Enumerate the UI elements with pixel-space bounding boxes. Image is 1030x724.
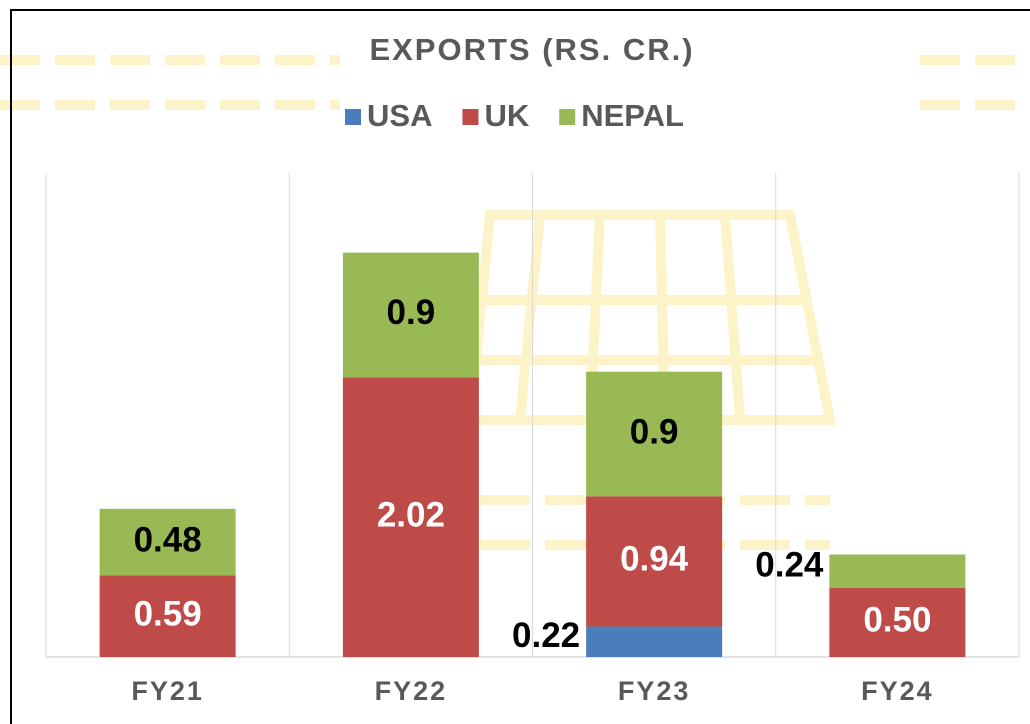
legend-swatch — [559, 109, 576, 125]
legend-swatch — [345, 109, 361, 125]
bar-segment — [829, 554, 966, 588]
legend-label: UK — [484, 98, 529, 133]
data-label: 0.48 — [134, 520, 202, 559]
data-label: 0.94 — [620, 540, 689, 579]
legend-label: NEPAL — [581, 98, 684, 133]
x-tick-label: FY24 — [861, 676, 934, 706]
bar-segment — [99, 575, 236, 657]
x-tick-label: FY21 — [131, 676, 204, 706]
bar-segment — [586, 496, 723, 627]
chart-title: EXPORTS (RS. CR.) — [369, 32, 694, 67]
bar-segment — [829, 587, 966, 657]
data-label: 0.59 — [134, 594, 202, 633]
legend-swatch — [462, 109, 479, 125]
bar-segment — [99, 508, 236, 576]
data-label: 0.22 — [512, 616, 580, 655]
bar-segment — [342, 377, 479, 657]
bar-segment — [586, 371, 723, 497]
data-label: 0.9 — [387, 293, 436, 332]
data-label: 0.50 — [863, 601, 931, 640]
data-label: 0.9 — [630, 412, 679, 451]
x-tick-label: FY22 — [375, 676, 448, 706]
bar-segment — [342, 252, 479, 378]
x-tick-label: FY23 — [618, 676, 691, 706]
bar-segment — [586, 626, 723, 657]
data-label: 0.24 — [755, 545, 824, 584]
data-label: 2.02 — [377, 495, 445, 534]
frame — [10, 9, 1030, 724]
legend-label: USA — [367, 98, 432, 133]
